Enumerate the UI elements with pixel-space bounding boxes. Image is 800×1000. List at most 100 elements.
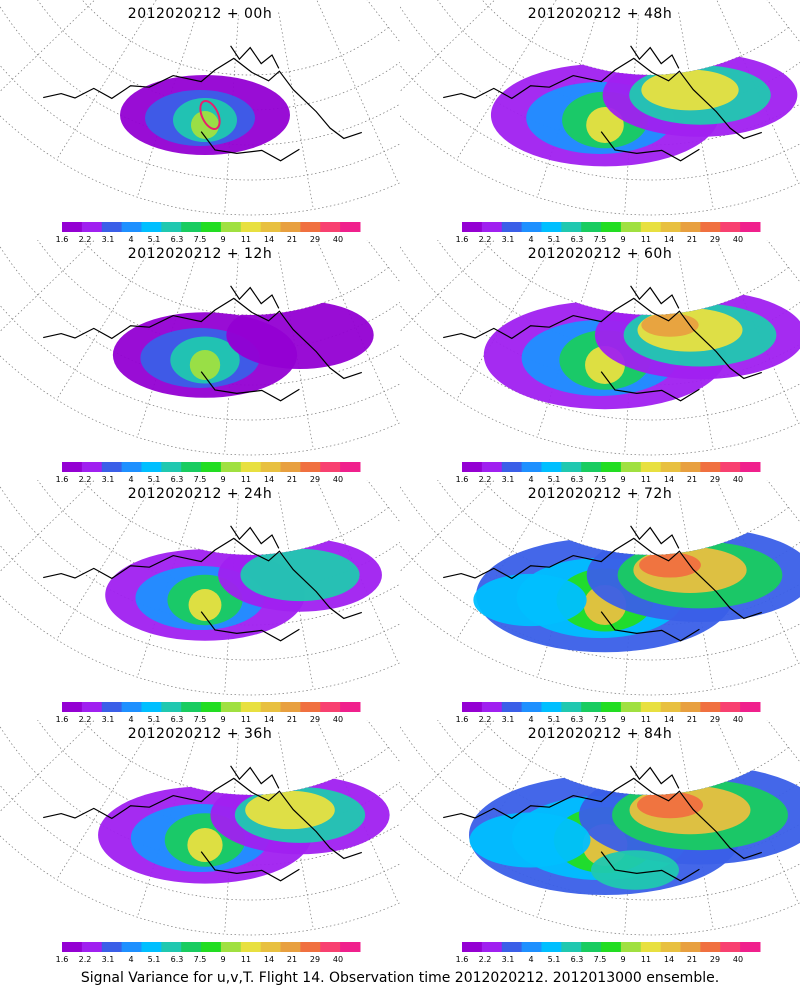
- colorbar-swatch: [101, 222, 123, 232]
- colorbar-swatch: [541, 702, 562, 712]
- colorbar-label: 9: [620, 475, 625, 484]
- colorbar-swatch: [680, 942, 701, 952]
- colorbar-swatch: [280, 702, 301, 712]
- colorbar-label: 40: [733, 955, 743, 964]
- colorbar-swatch: [181, 942, 202, 952]
- variance-field: [98, 775, 390, 884]
- map-plot: 1.6 2.2 3.1 4 5.1 6.3 7.5 9 11 14 21 29 40: [400, 240, 800, 484]
- figure-caption: Signal Variance for u,v,T. Flight 14. Ob…: [80, 970, 720, 986]
- colorbar-label: 4: [128, 955, 133, 964]
- colorbar-swatch: [201, 702, 222, 712]
- colorbar-label: 4: [528, 955, 533, 964]
- colorbar-swatch: [340, 702, 361, 712]
- forecast-panel: 2012020212 + 72h 1.6 2.2 3.1 4 5.1 6.3 7.5 9 11 14…: [400, 480, 800, 730]
- colorbar-label: 4: [128, 475, 133, 484]
- colorbar-label: 7.5: [194, 715, 207, 724]
- panel-title: 2012020212 + 48h: [527, 6, 673, 22]
- colorbar-swatch: [260, 222, 282, 232]
- colorbar-swatch: [660, 702, 682, 712]
- colorbar-swatch: [220, 462, 242, 472]
- colorbar-swatch: [81, 702, 103, 712]
- colorbar-label: 11: [241, 235, 251, 244]
- colorbar-label: 11: [241, 475, 251, 484]
- colorbar-swatch: [601, 702, 622, 712]
- colorbar-swatch: [720, 222, 741, 232]
- colorbar-swatch: [561, 222, 582, 232]
- colorbar-swatch: [481, 462, 503, 472]
- colorbar-swatch: [62, 942, 83, 952]
- colorbar-swatch: [340, 942, 361, 952]
- forecast-panel: 2012020212 + 84h 1.6 2.2 3.1 4 5.1 6.3 7.5 9 11 14…: [400, 720, 800, 970]
- colorbar-swatch: [280, 462, 301, 472]
- colorbar-label: 9: [620, 715, 625, 724]
- map-plot: 1.6 2.2 3.1 4 5.1 6.3 7.5 9 11 14 21 29 40: [0, 0, 400, 244]
- colorbar-swatch: [320, 702, 341, 712]
- colorbar-label: 29: [310, 715, 320, 724]
- colorbar-swatch: [161, 462, 182, 472]
- colorbar-swatch: [220, 702, 242, 712]
- colorbar-swatch: [340, 222, 361, 232]
- colorbar-label: 29: [310, 955, 320, 964]
- colorbar-swatch: [462, 702, 483, 712]
- colorbar-label: 21: [687, 715, 697, 724]
- colorbar: 1.6 2.2 3.1 4 5.1 6.3 7.5 9 11 14 21 29 40: [56, 702, 361, 724]
- colorbar-label: 3.1: [502, 235, 515, 244]
- colorbar-swatch: [541, 942, 562, 952]
- colorbar-swatch: [700, 222, 721, 232]
- colorbar-swatch: [680, 462, 701, 472]
- colorbar-swatch: [501, 702, 523, 712]
- colorbar-label: 11: [241, 955, 251, 964]
- variance-field: [120, 75, 290, 155]
- colorbar-label: 2.2: [79, 475, 92, 484]
- colorbar-swatch: [101, 462, 123, 472]
- colorbar-label: 9: [620, 955, 625, 964]
- colorbar-label: 1.6: [456, 475, 469, 484]
- colorbar-swatch: [220, 222, 242, 232]
- colorbar-label: 5.1: [548, 715, 561, 724]
- colorbar-swatch: [121, 222, 142, 232]
- colorbar-swatch: [481, 942, 503, 952]
- colorbar-swatch: [700, 462, 721, 472]
- colorbar-label: 9: [220, 715, 225, 724]
- colorbar-label: 4: [528, 235, 533, 244]
- colorbar-label: 6.3: [171, 475, 184, 484]
- coastline: [443, 525, 762, 642]
- colorbar: 1.6 2.2 3.1 4 5.1 6.3 7.5 9 11 14 21 29 40: [456, 462, 761, 484]
- colorbar-swatch: [620, 222, 642, 232]
- colorbar-swatch: [660, 462, 682, 472]
- colorbar-swatch: [660, 942, 682, 952]
- colorbar-swatch: [280, 222, 301, 232]
- colorbar-label: 1.6: [456, 955, 469, 964]
- colorbar-swatch: [340, 462, 361, 472]
- colorbar-swatch: [561, 702, 582, 712]
- colorbar-label: 7.5: [594, 715, 607, 724]
- colorbar-swatch: [121, 462, 142, 472]
- colorbar-label: 3.1: [502, 955, 515, 964]
- colorbar-label: 7.5: [594, 955, 607, 964]
- colorbar-label: 5.1: [148, 475, 161, 484]
- colorbar-label: 1.6: [456, 715, 469, 724]
- colorbar-label: 40: [733, 475, 743, 484]
- colorbar-label: 9: [620, 235, 625, 244]
- colorbar-swatch: [220, 942, 242, 952]
- coastline: [43, 525, 362, 642]
- map-plot: 1.6 2.2 3.1 4 5.1 6.3 7.5 9 11 14 21 29 40: [0, 240, 400, 484]
- colorbar-swatch: [541, 462, 562, 472]
- colorbar-swatch: [481, 222, 503, 232]
- colorbar-swatch: [181, 702, 202, 712]
- coastline: [443, 45, 762, 162]
- colorbar-swatch: [181, 222, 202, 232]
- colorbar: 1.6 2.2 3.1 4 5.1 6.3 7.5 9 11 14 21 29 40: [456, 222, 761, 244]
- colorbar-label: 4: [128, 235, 133, 244]
- colorbar-label: 21: [687, 955, 697, 964]
- colorbar-label: 6.3: [571, 235, 584, 244]
- colorbar-label: 4: [528, 715, 533, 724]
- colorbar-label: 6.3: [171, 955, 184, 964]
- colorbar-label: 29: [310, 475, 320, 484]
- panel-title: 2012020212 + 12h: [127, 246, 273, 262]
- colorbar-label: 9: [220, 235, 225, 244]
- colorbar-swatch: [640, 222, 662, 232]
- forecast-panel: 2012020212 + 36h 1.6 2.2 3.1 4 5.1 6.3 7.5 9 11 14…: [0, 720, 400, 970]
- colorbar-label: 11: [241, 715, 251, 724]
- colorbar-label: 3.1: [502, 715, 515, 724]
